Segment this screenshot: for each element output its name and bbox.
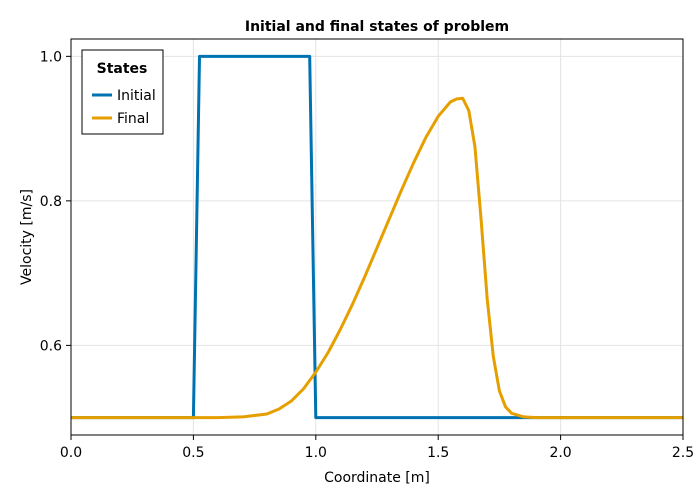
x-tick-label: 1.0 [305, 445, 327, 461]
legend: States Initial Final [81, 49, 164, 135]
legend-label-final: Final [117, 111, 149, 127]
tick-labels: 0.0 0.5 1.0 1.5 2.0 2.5 0.6 0.8 1.0 [40, 49, 694, 461]
x-tick-label: 2.0 [549, 445, 571, 461]
x-tick-label: 0.0 [60, 445, 82, 461]
y-tick-label: 1.0 [40, 49, 62, 65]
x-axis-title: Coordinate [m] [324, 470, 430, 486]
series-layer [71, 54, 683, 420]
legend-title: States [97, 61, 148, 77]
y-axis-title: Velocity [m/s] [19, 189, 35, 285]
x-tick-label: 0.5 [182, 445, 204, 461]
x-tick-label: 1.5 [427, 445, 449, 461]
chart-title: Initial and final states of problem [245, 19, 509, 35]
series-line-final [71, 96, 683, 420]
legend-box [81, 49, 164, 135]
ticks [66, 55, 684, 440]
y-tick-label: 0.8 [40, 194, 62, 210]
legend-label-initial: Initial [117, 88, 156, 104]
x-tick-label: 2.5 [672, 445, 694, 461]
plot-frame [70, 38, 684, 436]
y-tick-label: 0.6 [40, 338, 62, 354]
